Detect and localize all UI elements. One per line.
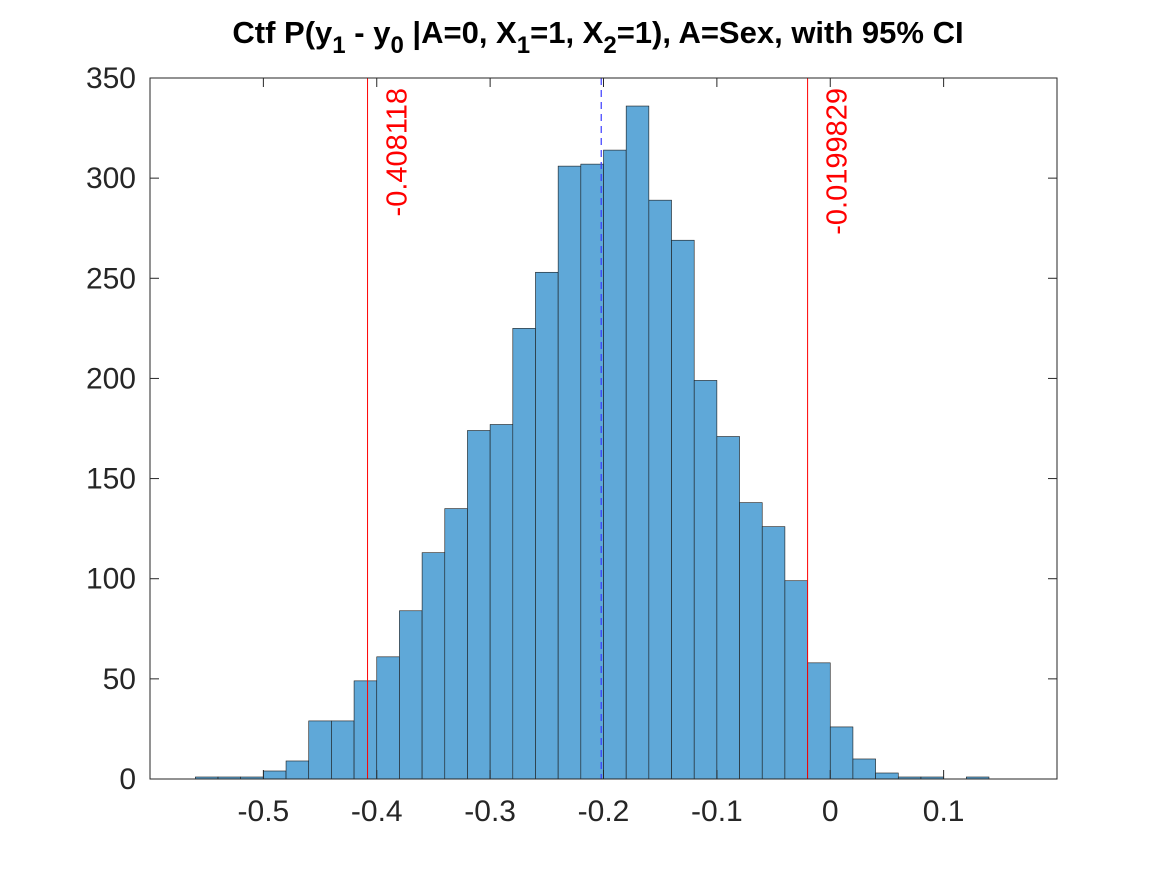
title-subscript: 0	[390, 32, 403, 59]
y-tick-label: 250	[86, 262, 136, 295]
histogram-bar	[399, 610, 423, 780]
x-tick-label: -0.5	[238, 795, 290, 828]
histogram-bar	[875, 772, 899, 780]
histogram-bar	[467, 430, 491, 780]
title-subscript: 2	[603, 32, 616, 59]
y-tick-label: 0	[119, 763, 136, 796]
chart-title: Ctf P(y1 - y0 |A=0, X1=1, X2=1), A=Sex, …	[232, 15, 963, 59]
histogram-bar	[489, 424, 514, 780]
x-tick-label: 0.1	[923, 795, 965, 828]
x-tick-label: -0.1	[691, 795, 743, 828]
histogram-bars	[195, 105, 990, 780]
histogram-bar	[444, 508, 468, 780]
title-part: =1, X	[530, 15, 604, 50]
title-part: - y	[346, 15, 392, 50]
x-tick-label: -0.2	[578, 795, 630, 828]
histogram-bar	[829, 726, 854, 780]
histogram-bar	[535, 271, 559, 780]
histogram-bar	[625, 105, 650, 780]
y-tick-label: 50	[103, 663, 136, 696]
histogram-bar	[353, 680, 378, 780]
title-part: Ctf P(y	[232, 15, 333, 50]
title-part: |A=0, X	[404, 15, 517, 50]
ci-lower-label: -0.408118	[382, 88, 414, 216]
histogram-bar	[421, 552, 446, 780]
histogram-bar	[308, 720, 332, 780]
histogram-bar	[761, 526, 786, 780]
histogram-bar	[693, 380, 718, 780]
y-tick-label: 300	[86, 162, 136, 195]
histogram-bar	[739, 502, 763, 780]
y-tick-label: 350	[86, 62, 136, 95]
title-subscript: 1	[332, 32, 345, 59]
y-tick-label: 200	[86, 362, 136, 395]
histogram-bar	[784, 580, 808, 780]
histogram-bar	[512, 328, 536, 780]
reference-lines: -0.408118 -0.0199829	[367, 78, 854, 779]
x-tick-label: 0	[822, 795, 839, 828]
histogram-bar	[331, 720, 355, 780]
histogram-bar	[852, 758, 876, 780]
histogram-bar	[557, 165, 582, 780]
title-part: =1), A=Sex, with 95% CI	[617, 15, 964, 50]
y-tick-label: 100	[86, 563, 136, 596]
y-tick-label: 150	[86, 463, 136, 496]
x-tick-label: -0.3	[464, 795, 516, 828]
ci-upper-label: -0.0199829	[822, 88, 854, 235]
histogram-bar	[580, 163, 604, 780]
x-tick-label: -0.4	[351, 795, 403, 828]
histogram-bar	[376, 656, 400, 780]
histogram-bar	[807, 662, 831, 780]
histogram-bar	[671, 239, 695, 780]
title-subscript: 1	[517, 32, 530, 59]
histogram-bar	[603, 149, 627, 780]
histogram-bar	[716, 436, 740, 780]
histogram-bar	[285, 760, 310, 780]
axis-ticks: -0.5 -0.4 -0.3 -0.2 -0.1 0 0.1 0 50 100 150 200 250 3…	[86, 62, 1057, 828]
histogram-bar	[648, 199, 672, 780]
histogram-bar	[263, 770, 287, 780]
